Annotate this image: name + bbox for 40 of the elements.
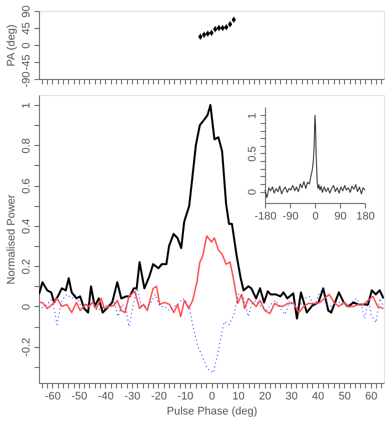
x-tick-label: -20: [150, 390, 167, 402]
line-series: [264, 114, 366, 198]
line-series: [39, 235, 384, 318]
line-series: [39, 288, 384, 374]
x-tick-label: -10: [178, 390, 194, 402]
x-tick-label: 180: [356, 210, 375, 222]
y-tick-label: 0: [246, 189, 258, 196]
x-tick-label: -90: [282, 210, 298, 222]
x-tick-label: -50: [71, 390, 88, 402]
y-tick-label: -45: [20, 54, 32, 70]
y-tick-label: 0: [20, 42, 32, 49]
y-tick-label: 0.8: [20, 138, 32, 154]
y-tick-label: -0.2: [20, 338, 32, 357]
y-tick-label: 0.2: [20, 259, 32, 274]
x-tick-label: 0: [208, 390, 216, 402]
y-tick-label: 0: [20, 304, 32, 310]
line-series: [39, 104, 384, 320]
x-tick-label: -30: [124, 390, 140, 402]
x-tick-label: 10: [232, 390, 245, 402]
y-tick-label: 1: [246, 112, 258, 119]
x-tick-label: 0: [312, 210, 319, 222]
y-tick-label: 0.6: [20, 178, 32, 194]
y-tick-label: -90: [20, 72, 32, 88]
x-tick-label: 50: [338, 390, 351, 402]
x-tick-label: -40: [98, 390, 114, 402]
x-tick-label: -180: [254, 210, 277, 222]
x-axis-title: Pulse Phase (deg): [166, 406, 258, 418]
y-axis-title: PA (deg): [6, 24, 18, 66]
x-tick-label: 90: [334, 210, 347, 222]
y-tick-label: 45: [20, 22, 32, 35]
x-tick-label: 40: [312, 390, 324, 402]
y-axis-title: Normalised Power: [6, 194, 18, 284]
y-tick-label: 0.5: [246, 146, 258, 162]
y-tick-label: 90: [20, 5, 32, 18]
x-tick-label: 20: [258, 390, 272, 402]
y-tick-label: 1: [20, 102, 32, 109]
y-tick-label: 0.4: [20, 218, 32, 234]
x-tick-label: -60: [44, 390, 61, 402]
x-tick-label: 30: [285, 390, 298, 402]
x-tick-label: 60: [365, 390, 378, 402]
